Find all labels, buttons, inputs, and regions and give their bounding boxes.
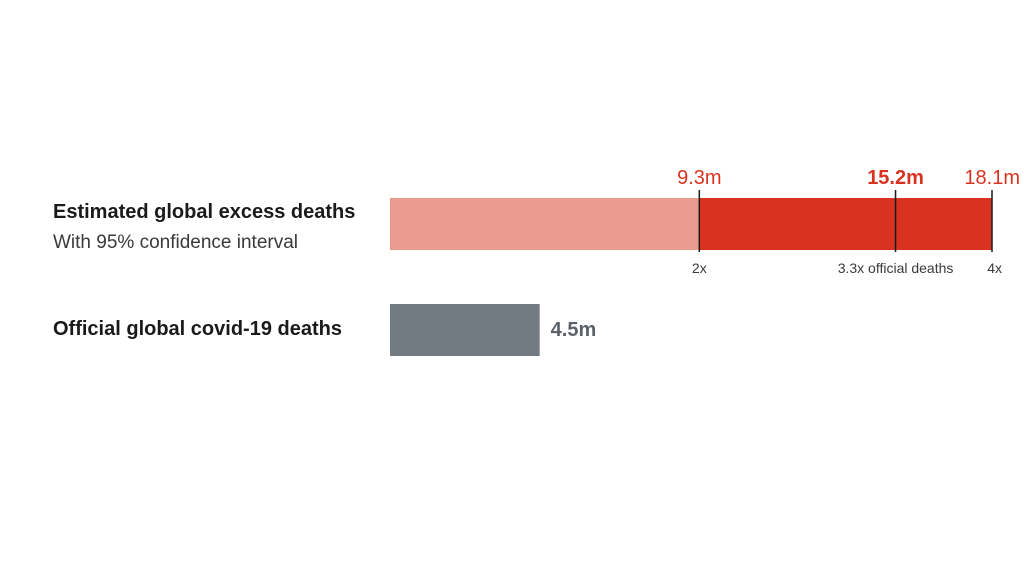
value-label-upper: 18.1m <box>964 167 1020 189</box>
tick-label-3-3x: 3.3x official deaths <box>838 260 954 276</box>
row-label-estimated: Estimated global excess deaths <box>53 201 355 223</box>
bar-estimated-range-low <box>390 198 700 250</box>
value-label-central: 15.2m <box>867 167 924 189</box>
tick-label-2x: 2x <box>692 260 707 276</box>
bar-estimated-range-high <box>699 198 992 250</box>
row-label-official: Official global covid-19 deaths <box>53 318 342 340</box>
tick-label-4x: 4x <box>987 260 1002 276</box>
bar-official-deaths <box>390 304 540 356</box>
row-sublabel-confidence: With 95% confidence interval <box>53 232 298 253</box>
value-label-official: 4.5m <box>551 319 597 341</box>
value-label-lower: 9.3m <box>677 167 721 189</box>
